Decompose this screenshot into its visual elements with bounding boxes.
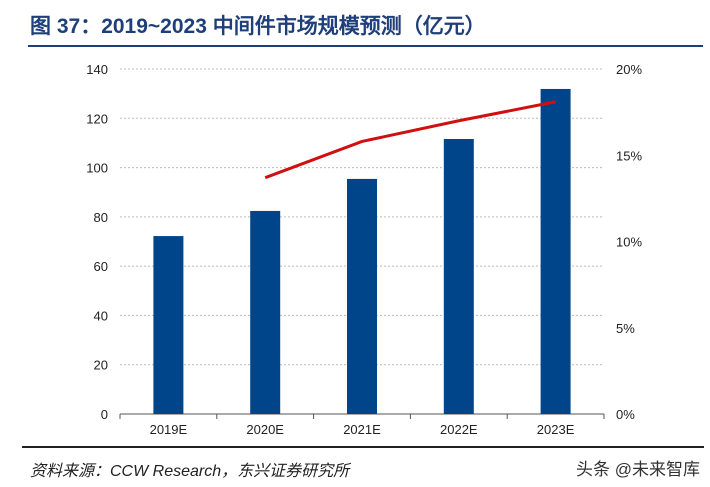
x-tick-label: 2022E [440, 422, 478, 437]
title-divider [28, 45, 703, 47]
left-tick-label: 0 [101, 407, 108, 422]
right-tick-label: 20% [616, 62, 642, 77]
chart-title: 图 37：2019~2023 中间件市场规模预测（亿元） [30, 15, 486, 38]
x-tick-label: 2019E [150, 422, 188, 437]
right-tick-label: 0% [616, 407, 635, 422]
source-note: 资料来源：CCW Research，东兴证券研究所 [30, 463, 350, 480]
left-tick-label: 80 [94, 210, 108, 225]
footer-divider [22, 446, 704, 448]
x-tick-label: 2020E [246, 422, 284, 437]
watermark: 头条 @未来智库 [576, 460, 700, 479]
growth-line [264, 100, 556, 180]
bar-2023E [540, 88, 571, 414]
bar-2020E [250, 210, 281, 414]
left-tick-label: 20 [94, 358, 108, 373]
bar-2021E [347, 178, 377, 414]
right-tick-label: 15% [616, 148, 642, 163]
bar-2019E [153, 236, 184, 414]
left-tick-label: 120 [86, 111, 108, 126]
x-tick-label: 2021E [343, 422, 381, 437]
bar-2022E [443, 138, 474, 414]
x-tick-label: 2023E [537, 422, 575, 437]
left-tick-label: 60 [94, 259, 108, 274]
right-tick-label: 5% [616, 321, 635, 336]
right-tick-label: 10% [616, 235, 642, 250]
left-tick-label: 40 [94, 308, 108, 323]
left-tick-label: 140 [86, 62, 108, 77]
left-tick-label: 100 [86, 161, 108, 176]
